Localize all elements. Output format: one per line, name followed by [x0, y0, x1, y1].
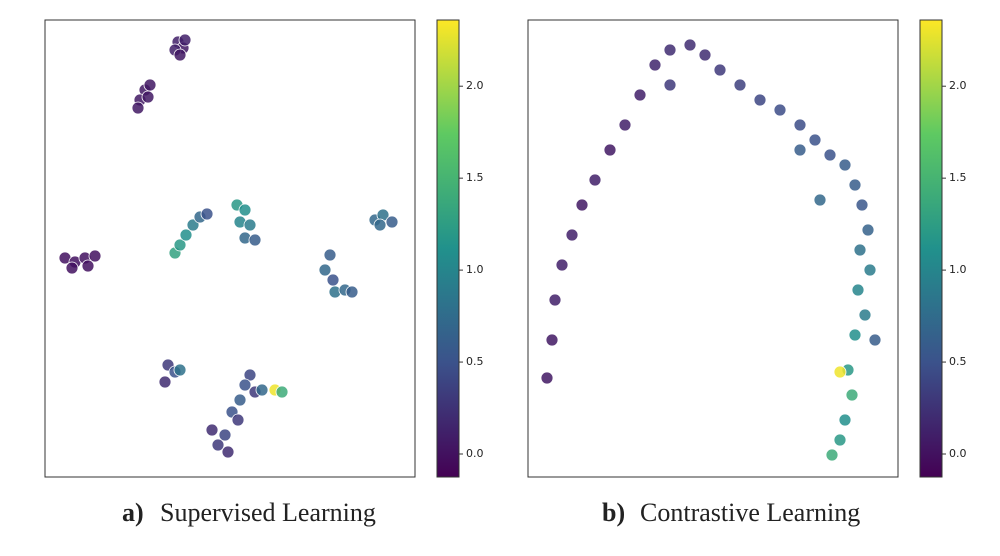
point: [88, 249, 102, 263]
point: [173, 238, 187, 252]
point: [326, 273, 340, 287]
point: [385, 215, 399, 229]
point: [733, 78, 747, 92]
point: [833, 365, 847, 379]
colorbar-tick-label: 0.5: [466, 355, 484, 368]
colorbar-tick-label: 1.0: [949, 263, 967, 276]
point: [773, 103, 787, 117]
point: [545, 333, 559, 347]
point: [238, 203, 252, 217]
point: [863, 263, 877, 277]
point: [200, 207, 214, 221]
colorbar-tick-label: 2.0: [466, 79, 484, 92]
colorbar-tick-label: 0.0: [466, 447, 484, 460]
point: [345, 285, 359, 299]
point: [81, 259, 95, 273]
point: [663, 78, 677, 92]
point: [248, 233, 262, 247]
point: [861, 223, 875, 237]
colorbar-tick-label: 1.0: [466, 263, 484, 276]
point: [373, 218, 387, 232]
point: [838, 413, 852, 427]
point: [221, 445, 235, 459]
point: [143, 78, 157, 92]
point: [808, 133, 822, 147]
point: [275, 385, 289, 399]
point: [633, 88, 647, 102]
colorbar-tick-label: 1.5: [466, 171, 484, 184]
point: [243, 368, 257, 382]
point: [618, 118, 632, 132]
point: [173, 363, 187, 377]
colorbar: [919, 19, 943, 478]
panel-label: b): [602, 498, 625, 527]
point: [793, 143, 807, 157]
colorbar-tick-label: 1.5: [949, 171, 967, 184]
panel-title: Contrastive Learning: [640, 498, 860, 527]
point: [179, 228, 193, 242]
point: [540, 371, 554, 385]
point: [683, 38, 697, 52]
point: [848, 328, 862, 342]
point: [65, 261, 79, 275]
point: [793, 118, 807, 132]
point: [868, 333, 882, 347]
point: [753, 93, 767, 107]
plot-frame: [527, 19, 899, 478]
point: [231, 413, 245, 427]
colorbar-tick-label: 0.5: [949, 355, 967, 368]
point: [648, 58, 662, 72]
point: [838, 158, 852, 172]
point: [713, 63, 727, 77]
colorbar: [436, 19, 460, 478]
point: [588, 173, 602, 187]
point: [178, 33, 192, 47]
point: [205, 423, 219, 437]
point: [698, 48, 712, 62]
point: [186, 218, 200, 232]
point: [845, 388, 859, 402]
point: [255, 383, 269, 397]
point: [243, 218, 257, 232]
point: [663, 43, 677, 57]
point: [131, 101, 145, 115]
plot-frame: [44, 19, 416, 478]
point: [555, 258, 569, 272]
point: [211, 438, 225, 452]
point: [238, 378, 252, 392]
point: [858, 308, 872, 322]
point: [158, 375, 172, 389]
point: [218, 428, 232, 442]
point: [853, 243, 867, 257]
point: [323, 248, 337, 262]
panel-label: a): [122, 498, 144, 527]
colorbar-tick-label: 0.0: [949, 447, 967, 460]
point: [575, 198, 589, 212]
point: [813, 193, 827, 207]
colorbar-tick-label: 2.0: [949, 79, 967, 92]
point: [565, 228, 579, 242]
point: [603, 143, 617, 157]
panel-title: Supervised Learning: [160, 498, 376, 527]
point: [855, 198, 869, 212]
point: [823, 148, 837, 162]
point: [833, 433, 847, 447]
point: [173, 48, 187, 62]
point: [848, 178, 862, 192]
point: [233, 393, 247, 407]
point: [548, 293, 562, 307]
point: [318, 263, 332, 277]
point: [851, 283, 865, 297]
point: [141, 90, 155, 104]
point: [825, 448, 839, 462]
